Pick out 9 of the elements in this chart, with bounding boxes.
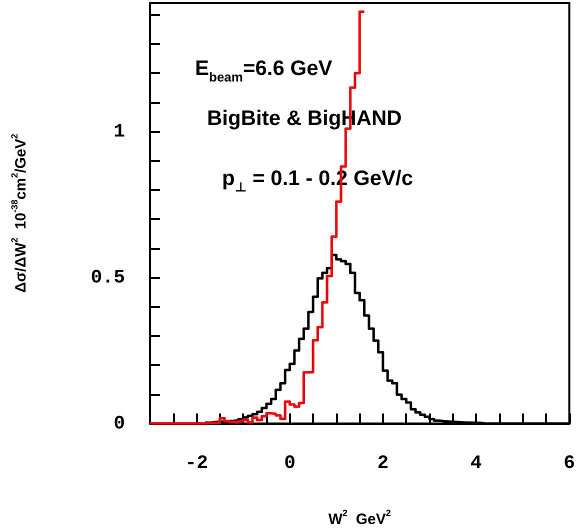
y-tick-label: 0	[114, 412, 125, 434]
x-tick-label: 0	[284, 452, 296, 474]
y-axis-title: Δσ/ΔW2 10-38cm2/GeV2	[10, 134, 30, 293]
x-tick-label: 2	[377, 452, 389, 474]
x-tick-label: -2	[185, 452, 208, 474]
y-tick-label: 0.5	[90, 266, 125, 288]
x-tick-label: 6	[564, 452, 575, 474]
x-tick-label: 4	[470, 452, 482, 474]
y-tick-label: 1	[114, 120, 125, 142]
